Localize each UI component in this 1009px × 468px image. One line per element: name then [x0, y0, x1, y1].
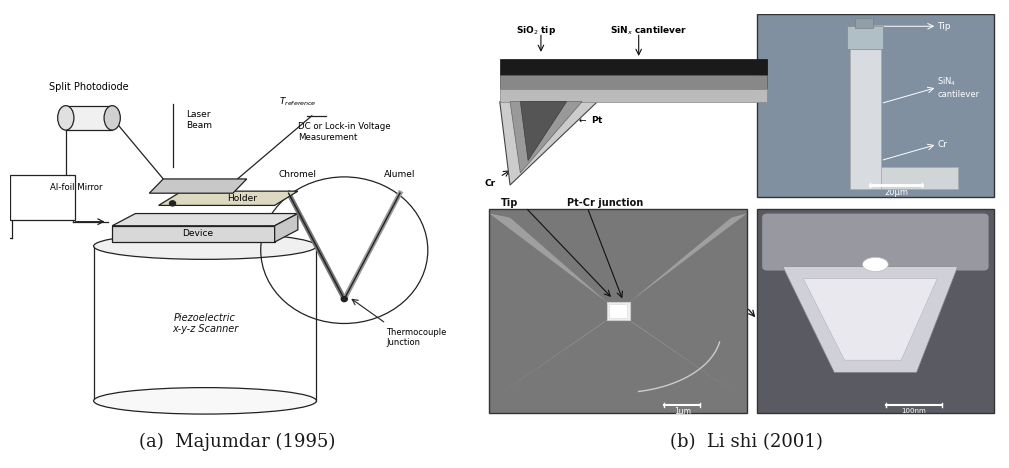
Text: Thermocouple
Junction: Thermocouple Junction [386, 328, 446, 347]
Text: 20μm: 20μm [884, 188, 908, 197]
FancyBboxPatch shape [499, 75, 767, 89]
FancyBboxPatch shape [606, 302, 630, 321]
FancyBboxPatch shape [757, 210, 994, 413]
Text: Device: Device [183, 229, 214, 238]
Ellipse shape [104, 106, 120, 130]
Text: 1μm: 1μm [674, 407, 691, 416]
Text: $\leftarrow$ SiO$_2$: $\leftarrow$ SiO$_2$ [629, 89, 665, 102]
Polygon shape [626, 317, 747, 401]
Polygon shape [112, 226, 274, 242]
FancyBboxPatch shape [848, 26, 883, 49]
Text: (a)  Majumdar (1995): (a) Majumdar (1995) [139, 433, 335, 451]
Polygon shape [489, 213, 610, 305]
Polygon shape [149, 179, 247, 193]
FancyBboxPatch shape [881, 167, 958, 189]
Circle shape [169, 200, 177, 207]
Polygon shape [499, 102, 597, 185]
FancyBboxPatch shape [850, 47, 881, 189]
Text: SiO$_2$ tip: SiO$_2$ tip [516, 24, 556, 37]
Text: Piezoelectric
x-y-z Scanner: Piezoelectric x-y-z Scanner [172, 313, 238, 334]
Polygon shape [274, 213, 298, 242]
Text: $T_{reference}$: $T_{reference}$ [279, 95, 317, 108]
Ellipse shape [58, 106, 74, 130]
Text: Chromel: Chromel [278, 170, 317, 179]
Text: (b)  Li shi (2001): (b) Li shi (2001) [670, 433, 823, 451]
Text: Cr: Cr [937, 140, 947, 149]
Text: DC or Lock-in Voltage
Measurement: DC or Lock-in Voltage Measurement [298, 123, 390, 142]
Text: Tip: Tip [501, 198, 519, 208]
Text: Al-foil Mirror: Al-foil Mirror [50, 183, 103, 191]
Text: Pt-Cr junction: Pt-Cr junction [567, 198, 643, 208]
FancyBboxPatch shape [855, 18, 873, 28]
FancyBboxPatch shape [609, 304, 628, 318]
Text: $\leftarrow$ Pt: $\leftarrow$ Pt [577, 114, 603, 125]
Text: Alumel: Alumel [384, 170, 416, 179]
Polygon shape [112, 213, 298, 226]
Text: Split Photodiode: Split Photodiode [49, 82, 129, 92]
Text: Feedback
Control of
z-Piezo: Feedback Control of z-Piezo [22, 183, 64, 212]
Text: Laser
Beam: Laser Beam [187, 110, 213, 130]
Polygon shape [521, 102, 567, 161]
Polygon shape [489, 317, 610, 401]
Text: SiN$_4$
cantilever: SiN$_4$ cantilever [937, 76, 980, 99]
FancyBboxPatch shape [762, 213, 989, 271]
FancyBboxPatch shape [757, 14, 994, 197]
FancyBboxPatch shape [499, 59, 767, 75]
Polygon shape [783, 266, 958, 373]
Polygon shape [626, 213, 747, 305]
Text: 100nm: 100nm [902, 408, 926, 414]
FancyBboxPatch shape [66, 106, 112, 130]
Text: Cr: Cr [484, 178, 495, 188]
Text: SiN$_x$ cantilever: SiN$_x$ cantilever [610, 24, 687, 37]
Circle shape [341, 296, 348, 302]
Polygon shape [158, 191, 298, 205]
Ellipse shape [94, 233, 317, 259]
FancyBboxPatch shape [10, 175, 75, 219]
Polygon shape [510, 102, 582, 173]
Text: Holder: Holder [227, 194, 257, 203]
FancyBboxPatch shape [489, 210, 747, 413]
Ellipse shape [94, 388, 317, 414]
Ellipse shape [863, 257, 888, 271]
FancyBboxPatch shape [499, 89, 767, 102]
Text: Tip: Tip [937, 22, 950, 31]
Polygon shape [803, 278, 937, 360]
